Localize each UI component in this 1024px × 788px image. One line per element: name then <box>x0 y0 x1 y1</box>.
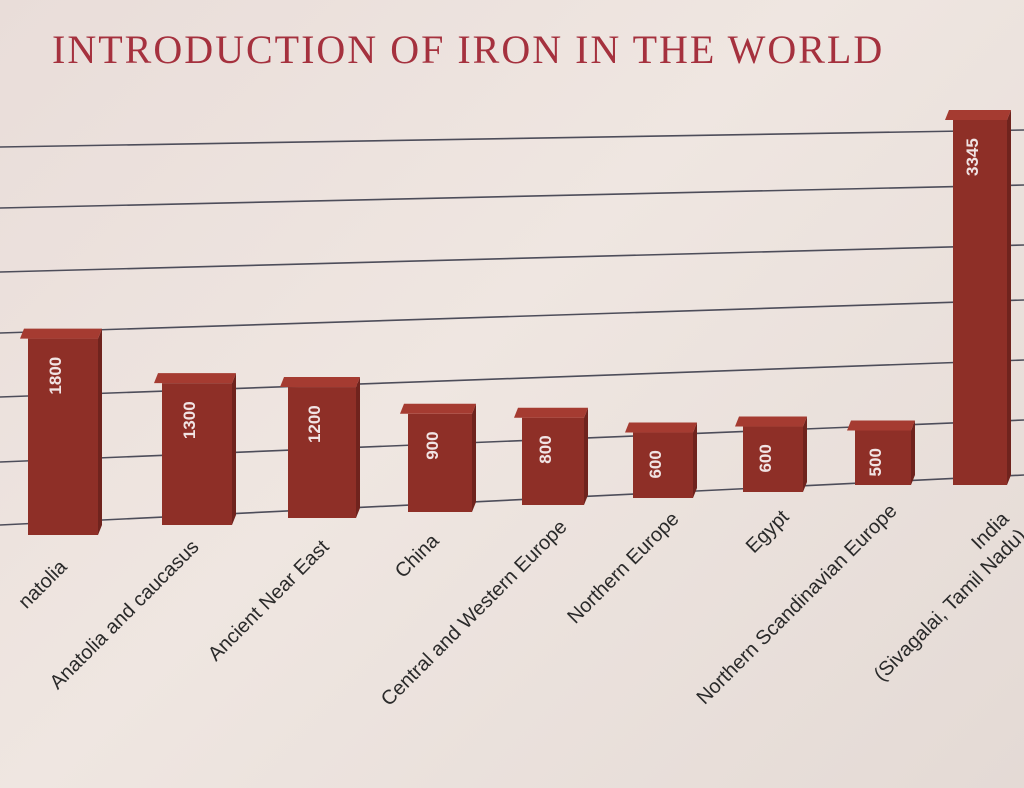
bar-top <box>154 373 236 384</box>
category-label-line: Ancient Near East <box>204 536 334 666</box>
bar-top <box>280 377 360 388</box>
category-label: Ancient Near East <box>204 536 334 666</box>
category-label-line: Northern Europe <box>563 508 683 628</box>
bar-side <box>232 373 236 525</box>
bar-value-label: 3345 <box>963 138 982 176</box>
bar-top <box>735 416 807 427</box>
bar-top <box>945 110 1011 120</box>
bar: 1800 <box>20 328 102 535</box>
gridline <box>0 299 1024 334</box>
bar-side <box>911 420 915 485</box>
bar-top <box>400 403 476 414</box>
category-label-line: Northern Scandinavian Europe <box>693 500 902 709</box>
category-label: China <box>391 529 444 582</box>
bar: 500 <box>847 420 915 485</box>
bar: 1200 <box>280 377 360 518</box>
bar-value-label: 1800 <box>46 357 65 395</box>
bar-front <box>288 387 356 518</box>
category-label: Egypt <box>742 506 794 558</box>
category-label-line: Anatolia and caucasus <box>46 536 204 694</box>
category-label-line: Egypt <box>742 506 794 558</box>
bar: 3345 <box>945 110 1011 485</box>
bar-top <box>514 407 588 418</box>
bar-top <box>625 422 697 433</box>
bar-value-label: 800 <box>536 435 555 463</box>
bar-front <box>953 120 1007 485</box>
chart-title: INTRODUCTION OF IRON IN THE WORLD <box>52 27 885 72</box>
category-label-line: natolia <box>14 555 72 613</box>
bar-side <box>1007 110 1011 485</box>
gridline <box>0 129 1024 148</box>
bar-front <box>855 430 911 485</box>
category-label: natolia <box>14 555 72 613</box>
bar-side <box>803 416 807 492</box>
bar-side <box>472 403 476 512</box>
bar-side <box>356 377 360 518</box>
bar-value-label: 1300 <box>180 401 199 439</box>
bar: 1300 <box>154 373 236 525</box>
bar-side <box>584 407 588 505</box>
category-label-line: (Sivagalai, Tamil Nadu) <box>870 525 1024 686</box>
bar: 900 <box>400 403 476 512</box>
category-label: Central and Western Europe <box>377 516 572 711</box>
bar-value-label: 500 <box>866 448 885 476</box>
bar-front <box>162 383 232 525</box>
bar: 800 <box>514 407 588 505</box>
gridline <box>0 184 1024 209</box>
category-label: Northern Europe <box>563 508 683 628</box>
bar-front <box>408 413 472 512</box>
bar-value-label: 600 <box>646 450 665 478</box>
bar-front <box>633 432 693 498</box>
bar: 600 <box>625 422 697 498</box>
bar-top <box>20 328 102 339</box>
bar-value-label: 600 <box>756 444 775 472</box>
bar-front <box>28 338 98 535</box>
bar-top <box>847 420 915 431</box>
category-label-line: China <box>391 529 444 582</box>
category-label: Anatolia and caucasus <box>46 536 204 694</box>
gridline <box>0 244 1024 273</box>
bar-front <box>522 417 584 505</box>
bar: 600 <box>735 416 807 492</box>
bar-side <box>98 328 102 535</box>
bar-front <box>743 426 803 492</box>
bar-side <box>693 422 697 498</box>
bar-value-label: 900 <box>423 431 442 459</box>
category-label: Northern Scandinavian Europe <box>693 500 902 709</box>
category-label-line: Central and Western Europe <box>377 516 572 711</box>
bar-value-label: 1200 <box>305 405 324 443</box>
gridline <box>0 359 1024 398</box>
